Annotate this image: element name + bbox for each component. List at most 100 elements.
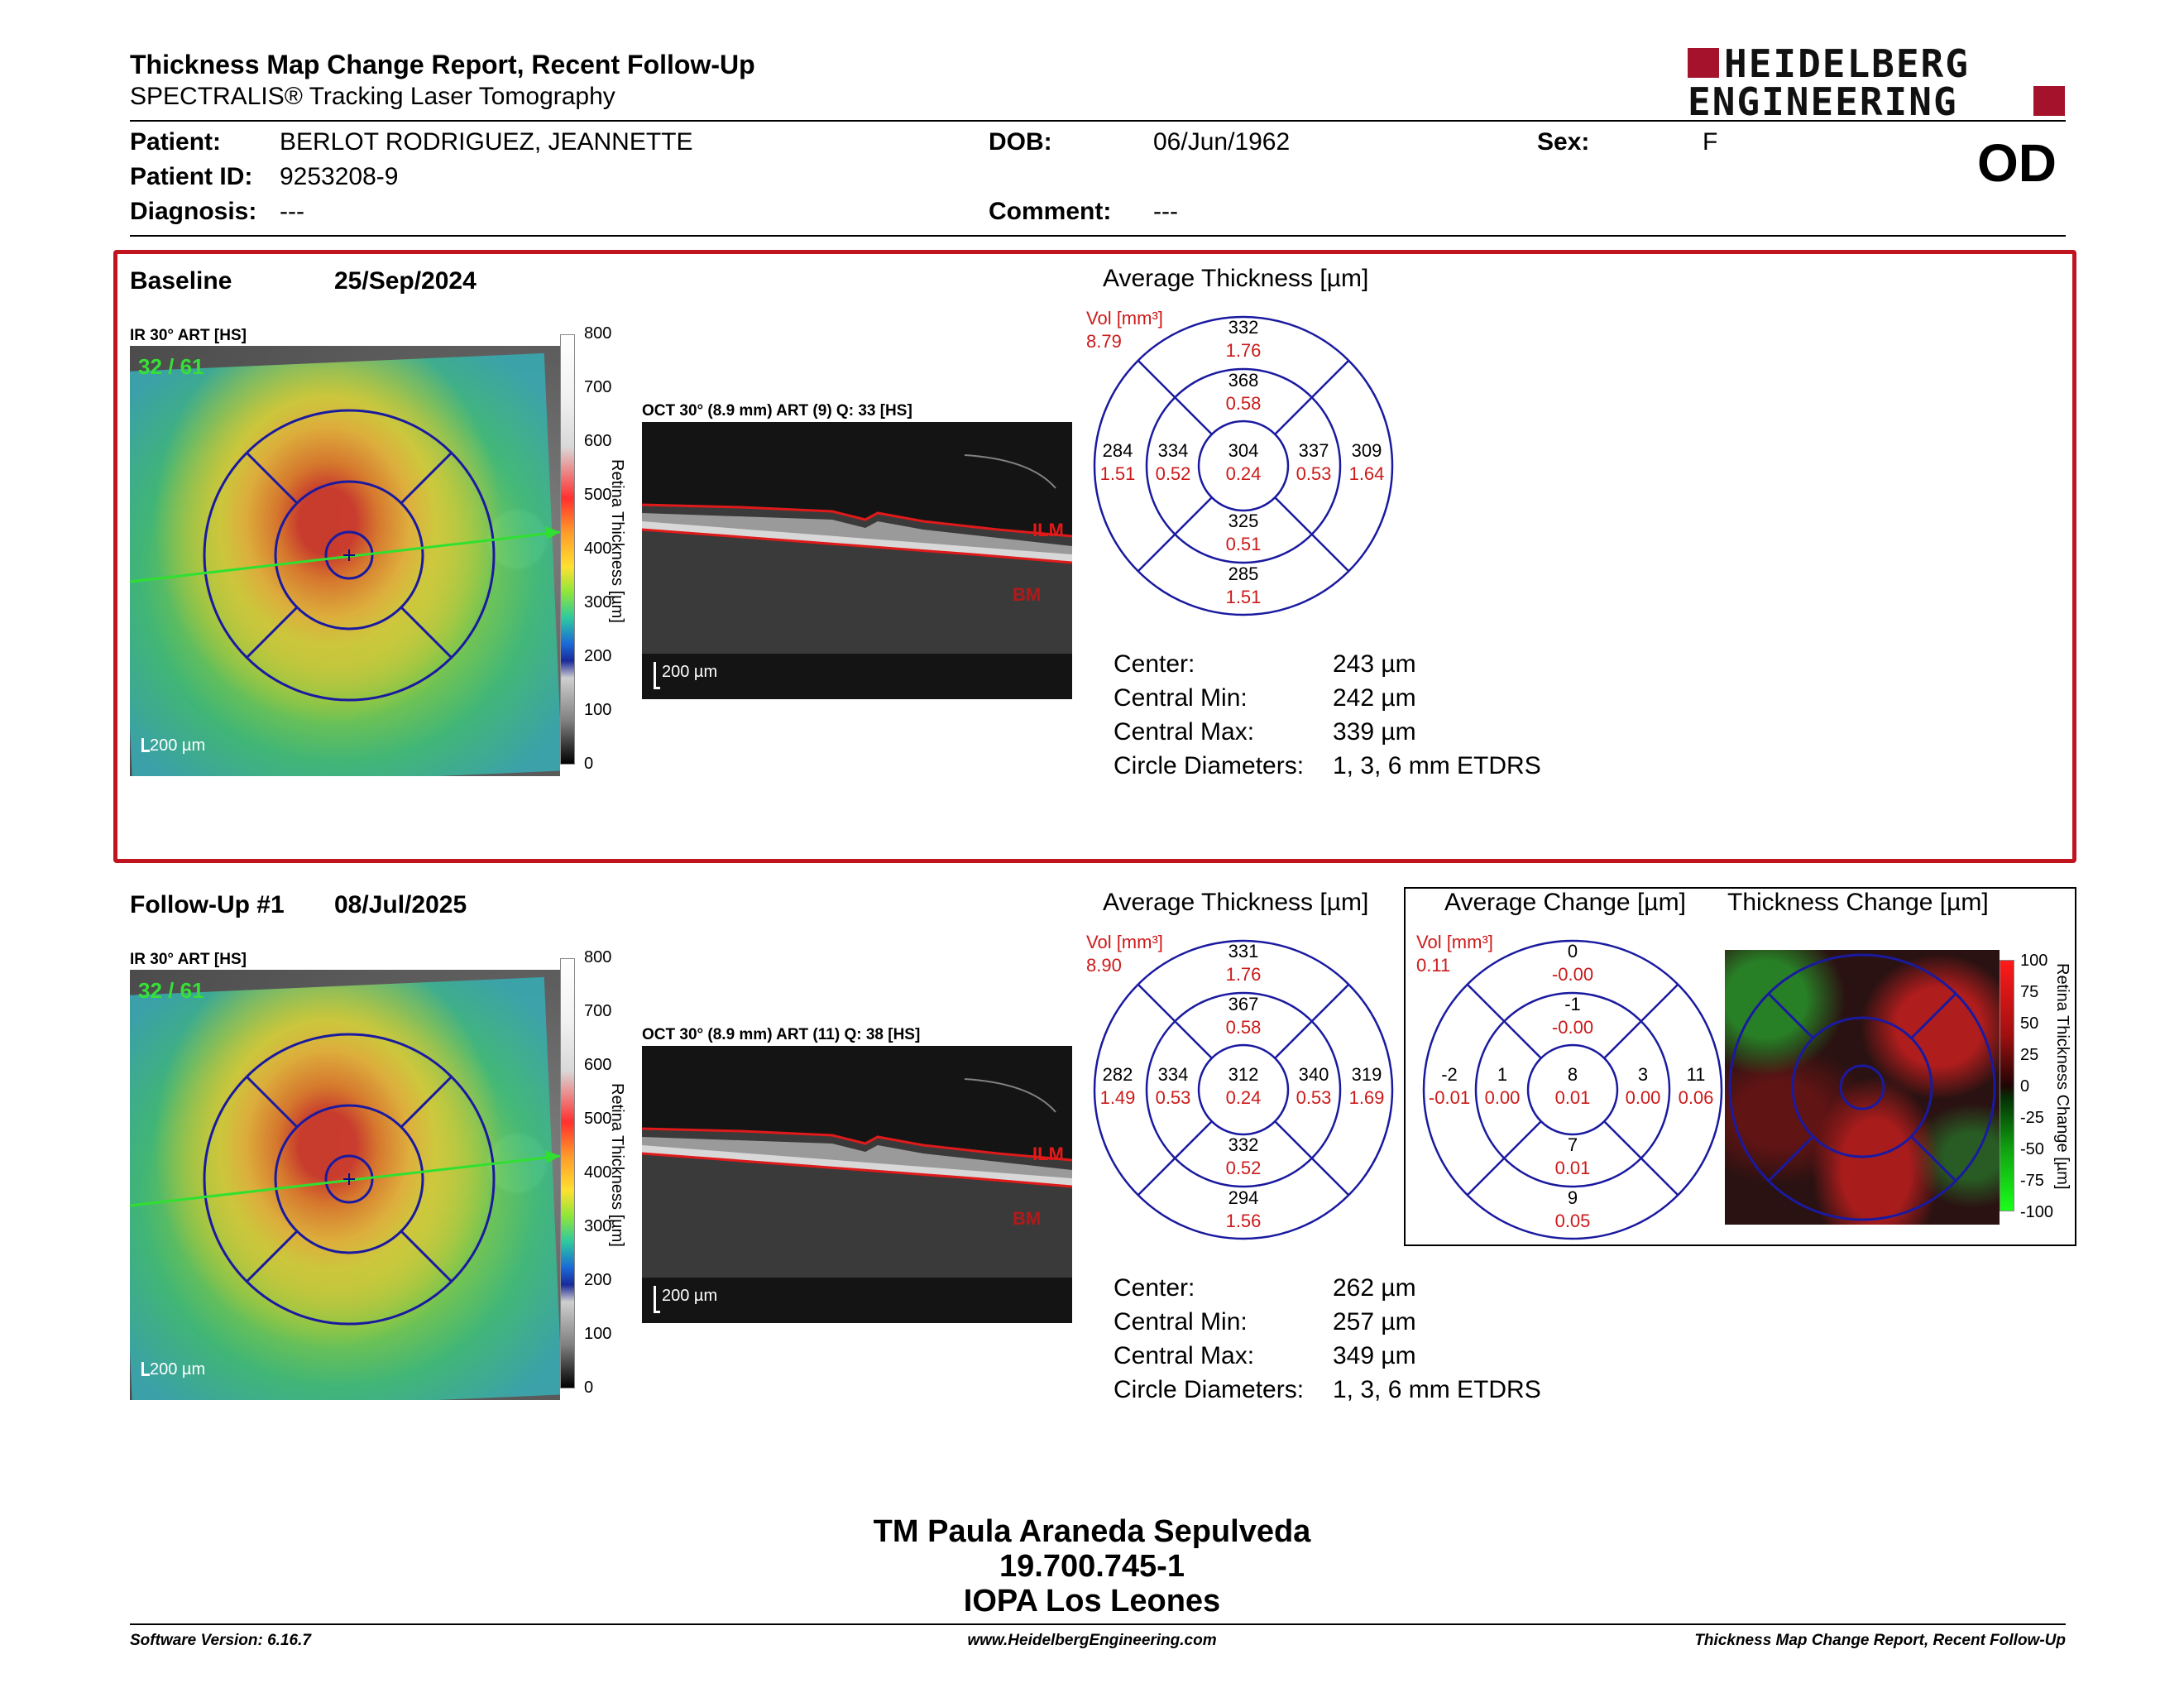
- tick: 25: [2020, 1046, 2039, 1064]
- logo-line-2: ENGINEERING: [1688, 79, 1958, 124]
- tick: 0: [584, 755, 594, 773]
- followup-vol-label: Vol [mm³]: [1086, 932, 1163, 952]
- outer-bottom-change: 9: [1567, 1187, 1578, 1208]
- followup-oct-bscan-image[interactable]: ILM BM 200 µm: [642, 1046, 1072, 1323]
- thickness-change-title: Thickness Change [µm]: [1727, 889, 1989, 916]
- center-value: 243 µm: [1333, 650, 1416, 678]
- signature-institution: IOPA Los Leones: [963, 1584, 1221, 1618]
- thickness-change-map[interactable]: [1725, 950, 2000, 1225]
- baseline-panel[interactable]: [113, 250, 2076, 863]
- inner-top-change-volume: -0.00: [1551, 1017, 1594, 1038]
- baseline-oct-label: OCT 30° (8.9 mm) ART (9) Q: 33 [HS]: [642, 402, 912, 420]
- baseline-vol-value: 8.79: [1086, 331, 1122, 352]
- avg-change-title: Average Change [µm]: [1444, 889, 1686, 916]
- patient-id-value: 9253208-9: [280, 163, 399, 190]
- inner-bottom-change: 7: [1567, 1134, 1578, 1155]
- tick: 75: [2020, 983, 2039, 1001]
- baseline-etdrs-grid: [1093, 315, 1394, 616]
- patient-label: Patient:: [130, 128, 222, 156]
- outer-bottom-volume: 1.56: [1225, 1211, 1262, 1231]
- software-version: Software Version: 6.16.7: [130, 1632, 311, 1649]
- ilm-label: ILM: [1032, 1144, 1064, 1164]
- inner-left-thickness: 334: [1157, 440, 1189, 461]
- sex-value: F: [1703, 128, 1718, 156]
- baseline-ir-fundus-image[interactable]: 32 / 61 200 µm: [130, 346, 560, 776]
- followup-date: 08/Jul/2025: [334, 891, 467, 918]
- inner-left-volume: 0.53: [1155, 1087, 1191, 1108]
- oct-scale-bar-foot: [654, 687, 660, 689]
- inner-top-thickness: 368: [1228, 370, 1259, 391]
- outer-left-thickness: 282: [1102, 1064, 1133, 1085]
- signature-id: 19.700.745-1: [999, 1549, 1185, 1584]
- followup-label: Follow-Up #1: [130, 891, 285, 918]
- central-max-label: Central Max:: [1114, 718, 1255, 746]
- outer-right-thickness: 309: [1351, 440, 1382, 461]
- tick: -75: [2020, 1172, 2044, 1190]
- followup-ir-fundus-image[interactable]: 32 / 61 200 µm: [130, 970, 560, 1400]
- outer-right-change-volume: 0.06: [1678, 1087, 1714, 1108]
- outer-top-volume: 1.76: [1225, 964, 1262, 985]
- outer-top-change-volume: -0.00: [1551, 964, 1594, 985]
- inner-left-thickness: 334: [1157, 1064, 1189, 1085]
- outer-bottom-change-volume: 0.05: [1554, 1211, 1591, 1231]
- inner-left-volume: 0.52: [1155, 463, 1191, 484]
- oct-scale-bar-foot: [654, 1311, 660, 1313]
- central-min-label: Central Min:: [1114, 684, 1248, 712]
- scale-bar-foot: [141, 750, 150, 752]
- change-panel: [1404, 887, 2076, 1246]
- report-title: Thickness Map Change Report, Recent Foll…: [130, 50, 755, 79]
- central-min-value: 257 µm: [1333, 1308, 1416, 1336]
- change-map-grid-overlay: [1728, 953, 1996, 1221]
- followup-colorbar-label: Retina Thickness [µm]: [608, 1083, 626, 1247]
- tick: 700: [584, 378, 612, 396]
- inner-bottom-change-volume: 0.01: [1554, 1158, 1591, 1178]
- inner-right-change: 3: [1637, 1064, 1649, 1085]
- tick: 100: [2020, 952, 2048, 970]
- website-link[interactable]: www.HeidelbergEngineering.com: [967, 1632, 1217, 1649]
- baseline-thickness-colorbar: [560, 334, 575, 765]
- inner-left-change: 1: [1497, 1064, 1508, 1085]
- report-subtitle: SPECTRALIS® Tracking Laser Tomography: [130, 83, 615, 110]
- outer-bottom-thickness: 294: [1228, 1187, 1259, 1208]
- outer-left-volume: 1.49: [1099, 1087, 1136, 1108]
- change-vol-value: 0.11: [1416, 955, 1451, 976]
- ir-scale-label: 200 µm: [150, 1360, 206, 1379]
- diagnosis-label: Diagnosis:: [130, 198, 257, 225]
- scale-bar: [141, 1362, 144, 1375]
- footer-divider: [130, 1623, 2066, 1625]
- inner-right-thickness: 337: [1298, 440, 1329, 461]
- inner-top-thickness: 367: [1228, 994, 1259, 1014]
- tick: 600: [584, 432, 612, 450]
- baseline-date: 25/Sep/2024: [334, 267, 477, 295]
- dob-label: DOB:: [989, 128, 1052, 156]
- inner-right-volume: 0.53: [1296, 463, 1332, 484]
- circle-diameters-value: 1, 3, 6 mm ETDRS: [1333, 1376, 1541, 1403]
- inner-bottom-volume: 0.51: [1225, 534, 1262, 554]
- scale-bar-foot: [141, 1374, 150, 1376]
- etdrs-grid-overlay: [130, 1033, 560, 1326]
- tick: 600: [584, 1056, 612, 1074]
- ir-quality: 32 / 61: [138, 354, 204, 379]
- followup-vol-value: 8.90: [1086, 955, 1122, 976]
- central-max-value: 349 µm: [1333, 1342, 1416, 1369]
- change-vol-label: Vol [mm³]: [1416, 932, 1493, 952]
- tick: 100: [584, 701, 612, 719]
- ir-scale-label: 200 µm: [150, 736, 206, 755]
- center-volume: 0.24: [1225, 463, 1262, 484]
- patient-id-label: Patient ID:: [130, 163, 253, 190]
- followup-avg-thickness-title: Average Thickness [µm]: [1103, 889, 1369, 916]
- circle-diameters-label: Circle Diameters:: [1114, 752, 1305, 779]
- tick: 100: [584, 1325, 612, 1343]
- baseline-oct-bscan-image[interactable]: ILM BM 200 µm: [642, 422, 1072, 699]
- logo-red-block-2: [2033, 86, 2065, 116]
- tick: 200: [584, 1271, 612, 1289]
- outer-right-volume: 1.69: [1348, 1087, 1385, 1108]
- oct-scale-bar: [654, 1286, 656, 1312]
- tick: 500: [584, 486, 612, 504]
- circle-diameters-value: 1, 3, 6 mm ETDRS: [1333, 752, 1541, 779]
- outer-top-thickness: 331: [1228, 941, 1259, 961]
- oct-scale-label: 200 µm: [662, 1287, 718, 1305]
- header-divider: [130, 120, 2066, 122]
- center-change-volume: 0.01: [1554, 1087, 1591, 1108]
- tick: 300: [584, 593, 612, 611]
